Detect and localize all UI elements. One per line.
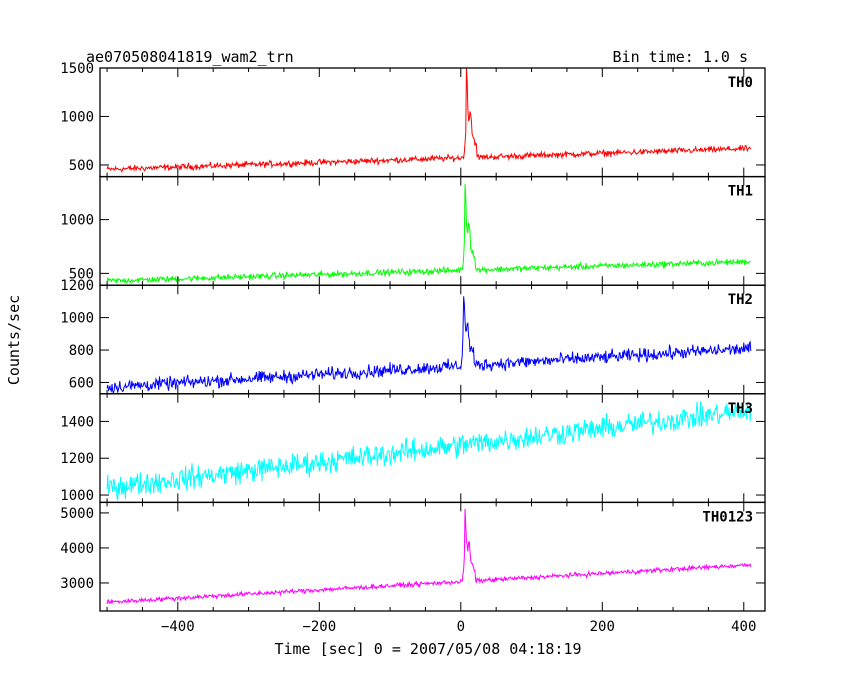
x-tick-label: 200 bbox=[590, 619, 615, 635]
panel-th1: 500 1000 TH1 bbox=[60, 175, 766, 286]
panel-label: TH0123 bbox=[702, 509, 753, 525]
panel-th0123: 3000 4000 5000 TH0123 bbox=[60, 501, 766, 612]
series-line-th0123 bbox=[106, 508, 752, 605]
bin-time-label: Bin time: 1.0 s bbox=[613, 48, 748, 66]
y-tick-label: 500 bbox=[69, 266, 94, 282]
y-tick-label: 600 bbox=[69, 375, 94, 391]
panel-th2: 600 800 1000 1200 TH2 bbox=[60, 278, 766, 395]
x-tick-label: 400 bbox=[731, 619, 756, 635]
y-tick-label: 1400 bbox=[60, 414, 94, 430]
y-axis-label: Counts/sec bbox=[5, 295, 23, 385]
y-tick-label: 1000 bbox=[60, 488, 94, 504]
series-line-th1 bbox=[106, 184, 751, 284]
y-tick-label: 500 bbox=[69, 158, 94, 174]
x-tick-label: −400 bbox=[161, 619, 195, 635]
y-tick-label: 4000 bbox=[60, 541, 94, 557]
panel-label: TH0 bbox=[728, 75, 753, 91]
panel-frame bbox=[99, 175, 766, 286]
series-line-th3 bbox=[106, 401, 752, 501]
y-tick-label: 800 bbox=[69, 343, 94, 359]
series-line-th0 bbox=[106, 68, 752, 174]
chart-title: ae070508041819_wam2_trn bbox=[86, 48, 294, 66]
panel-th0: 500 1000 1500 TH0 bbox=[60, 61, 766, 178]
y-tick-label: 1000 bbox=[60, 213, 94, 229]
y-tick-label: 1000 bbox=[60, 109, 94, 125]
y-tick-label: 1200 bbox=[60, 451, 94, 467]
y-tick-label: 1500 bbox=[60, 61, 94, 77]
panel-label: TH3 bbox=[728, 401, 753, 417]
x-tick-label: −200 bbox=[302, 619, 336, 635]
panel-label: TH2 bbox=[728, 292, 753, 308]
panel-label: TH1 bbox=[728, 184, 753, 200]
x-tick-label: 0 bbox=[457, 619, 465, 635]
panel-frame bbox=[99, 284, 766, 395]
panel-frame bbox=[99, 501, 766, 612]
panel-frame bbox=[99, 67, 766, 178]
x-axis-label: Time [sec] 0 = 2007/05/08 04:18:19 bbox=[274, 640, 581, 658]
panels-group: 500 1000 1500 TH0 500 1000 TH1 600 800 1000 1200 TH… bbox=[60, 61, 766, 635]
y-tick-label: 5000 bbox=[60, 506, 94, 522]
y-tick-label: 1000 bbox=[60, 311, 94, 327]
panel-th3: 1000 1200 1400 TH3 bbox=[60, 393, 766, 504]
y-tick-label: 1200 bbox=[60, 278, 94, 294]
series-line-th2 bbox=[106, 296, 752, 394]
y-tick-label: 3000 bbox=[60, 576, 94, 592]
